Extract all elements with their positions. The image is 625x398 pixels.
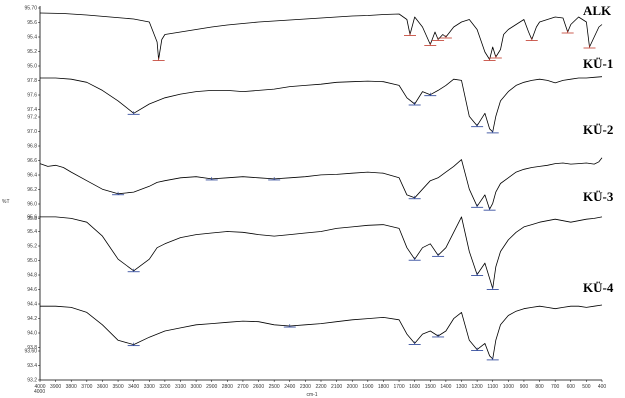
y-ticks: 95.70 95.6 95.4 95.2 95.0 97.8 97.6 97.4 97.2 97.… <box>24 6 40 384</box>
y-tick-label: 95.6 <box>27 215 37 221</box>
y-tick-label: 96.4 <box>27 173 37 179</box>
x-tick-label: 1100 <box>487 384 498 390</box>
x-tick-label: 700 <box>551 384 560 390</box>
x-tick-label: 2300 <box>300 384 311 390</box>
y-tick-label: 96.0 <box>27 202 37 208</box>
x-tick-label: 1000 <box>503 384 514 390</box>
y-tick-label: 97.2 <box>27 115 37 121</box>
series-labels: ALK KÜ-1 KÜ-2 KÜ-3 KÜ-4 4000 <box>34 3 614 395</box>
series-label-2: KÜ-2 <box>583 122 613 137</box>
y-tick-label: 95.4 <box>27 35 37 41</box>
x-tick-label: 3500 <box>112 384 123 390</box>
series-lines <box>39 12 603 361</box>
y-axis-label: %T <box>2 199 10 205</box>
x-tick-label: 2700 <box>237 384 248 390</box>
x-tick-label: 3700 <box>81 384 92 390</box>
y-tick-label: 96.2 <box>27 187 37 193</box>
series-line-3 <box>40 216 603 289</box>
y-tick-label: 95.4 <box>27 229 37 235</box>
y-tick-label: 95.0 <box>27 258 37 264</box>
x-tick-label: 600 <box>567 384 576 390</box>
x-tick-label: 3100 <box>175 384 186 390</box>
y-tick-label: 94.2 <box>27 316 37 322</box>
x-tick-label: 2900 <box>206 384 217 390</box>
x-tick-label: 500 <box>582 384 591 390</box>
x-ticks: 4000 3900 3800 3700 3600 3500 3400 3300 3200 3100… <box>34 380 606 390</box>
y-tick-label: 95.0 <box>27 64 37 70</box>
x-tick-label: 2500 <box>269 384 280 390</box>
y-tick-label: 93.2 <box>27 378 37 384</box>
y-tick-label: 93.8 <box>27 345 37 351</box>
y-tick-label: 94.6 <box>27 287 37 293</box>
x-tick-label: 1300 <box>456 384 467 390</box>
series-line-1 <box>40 76 603 133</box>
series-label-0: ALK <box>583 3 612 18</box>
y-tick-label: 95.70 <box>24 6 37 12</box>
x-tick-label: 2400 <box>284 384 295 390</box>
y-tick-label: 97.0 <box>27 129 37 135</box>
series-line-0 <box>39 12 603 60</box>
y-tick-label: 97.4 <box>27 107 37 113</box>
y-tick-label: 97.8 <box>27 78 37 84</box>
x-tick-label: 3000 <box>191 384 202 390</box>
y-tick-label: 96.8 <box>27 144 37 150</box>
x-tick-label: 2100 <box>331 384 342 390</box>
x-tick-label: 3200 <box>159 384 170 390</box>
x-tick-label: 2800 <box>222 384 233 390</box>
x-tick-label: 1500 <box>425 384 436 390</box>
x-tick-label: 3800 <box>66 384 77 390</box>
x-tick-label: 3600 <box>97 384 108 390</box>
y-tick-label: 97.6 <box>27 93 37 99</box>
x-tick-label: 2600 <box>253 384 264 390</box>
x-axis-label: cm-1 <box>306 392 317 398</box>
x-tick-label: 800 <box>535 384 544 390</box>
series-label-3: KÜ-3 <box>583 189 614 204</box>
y-tick-label: 95.6 <box>27 20 37 26</box>
x-tick-label: 2200 <box>315 384 326 390</box>
x-tick-label: 1700 <box>393 384 404 390</box>
y-tick-label: 95.2 <box>27 49 37 55</box>
x-tick-label: 3400 <box>128 384 139 390</box>
y-tick-label: 94.8 <box>27 273 37 279</box>
x-tick-label: 3900 <box>50 384 61 390</box>
corner-tick-label: 4000 <box>34 389 45 395</box>
x-tick-label: 1600 <box>409 384 420 390</box>
x-tick-label: 400 <box>598 384 607 390</box>
x-tick-label: 1400 <box>440 384 451 390</box>
series-line-4 <box>40 304 603 360</box>
x-tick-label: 1800 <box>378 384 389 390</box>
series-label-1: KÜ-1 <box>583 56 613 71</box>
y-tick-label: 95.2 <box>27 244 37 250</box>
x-tick-label: 2000 <box>347 384 358 390</box>
y-tick-label: 93.60 <box>24 349 37 355</box>
y-tick-label: 94.0 <box>27 331 37 337</box>
x-tick-label: 1900 <box>362 384 373 390</box>
y-tick-label: 94.4 <box>27 302 37 308</box>
x-tick-label: 3300 <box>144 384 155 390</box>
series-line-2 <box>39 157 603 210</box>
y-tick-label: 96.6 <box>27 158 37 164</box>
x-tick-label: 4000 <box>34 384 45 390</box>
y-tick-label: 95.8 <box>27 216 37 222</box>
x-tick-label: 1200 <box>472 384 483 390</box>
series-label-4: KÜ-4 <box>583 280 614 295</box>
y-tick-label: 93.4 <box>27 363 37 369</box>
x-tick-label: 900 <box>520 384 529 390</box>
